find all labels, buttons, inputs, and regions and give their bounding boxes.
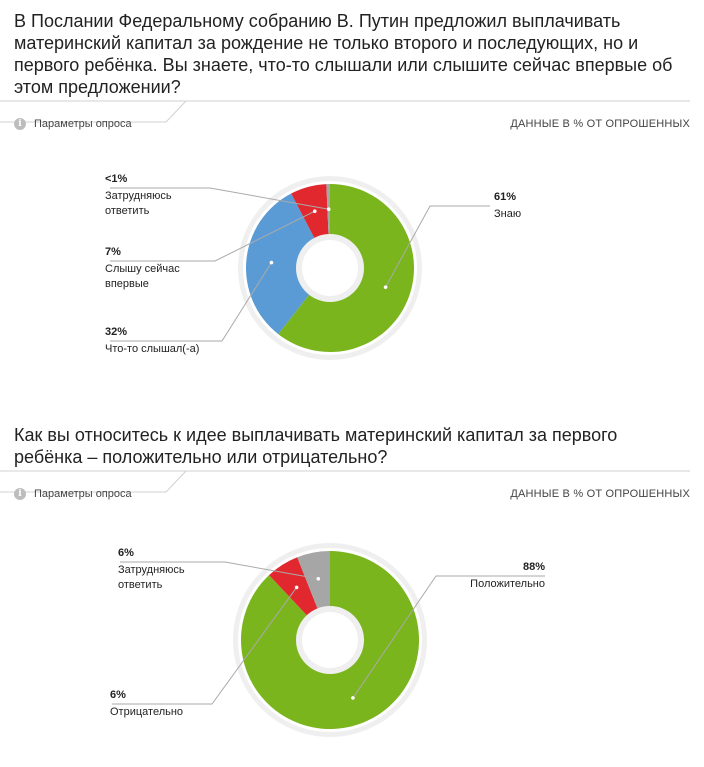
slice-percent-label: 7%	[105, 246, 121, 258]
question-title: В Послании Федеральному собранию В. Пути…	[14, 11, 673, 97]
params-label: Параметры опроса	[34, 118, 132, 130]
info-icon: i	[14, 118, 26, 130]
leader-dot	[294, 585, 299, 590]
pie-hole	[302, 240, 358, 296]
slice-category-label: Знаю	[494, 208, 521, 220]
leader-dot	[326, 207, 331, 212]
leader-dot	[383, 285, 388, 289]
leader-line	[385, 205, 490, 288]
params-label: Параметры опроса	[34, 488, 132, 500]
leader-line	[110, 210, 315, 262]
info-icon: i	[14, 488, 26, 500]
slice-category-label: Затрудняюсь ответить	[118, 564, 185, 591]
slice-category-label: Отрицательно	[110, 706, 183, 718]
leader-line	[110, 187, 329, 210]
question-title: Как вы относитесь к идее выплачивать мат…	[14, 425, 618, 467]
slice-percent-label: <1%	[105, 173, 128, 185]
leader-dot	[316, 577, 321, 581]
pie-chart-attitude: 88% Положительно 6% Отрицательно 6% Затрудняю…	[110, 543, 545, 737]
leader-line	[110, 262, 272, 342]
slice-category-label: Слышу сейчас впервые	[105, 263, 180, 290]
leader-line	[120, 561, 319, 580]
leader-dot	[351, 696, 355, 700]
leader-dot	[269, 260, 274, 265]
header-divider	[0, 100, 690, 123]
units-note: ДАННЫЕ В % ОТ ОПРОШЕННЫХ	[510, 488, 690, 500]
header-divider	[0, 470, 690, 493]
leader-line	[352, 575, 545, 699]
leader-dot	[312, 209, 317, 214]
units-note: ДАННЫЕ В % ОТ ОПРОШЕННЫХ	[510, 118, 690, 130]
pie-chart-awareness: 61% Знаю 32% Что-то слышал(-а) 7% Слышу сейча…	[105, 173, 521, 360]
slice-category-label: Что-то слышал(-а)	[105, 343, 199, 355]
pie-hole	[302, 612, 358, 668]
slice-percent-label: 61%	[494, 191, 516, 203]
slice-percent-label: 6%	[110, 689, 126, 701]
survey-section-1: В Послании Федеральному собранию В. Пути…	[0, 11, 690, 360]
leader-line	[112, 587, 298, 705]
pie-slice	[246, 193, 330, 335]
survey-params-link[interactable]: i Параметры опроса	[14, 118, 132, 130]
slice-category-label: Положительно	[470, 578, 545, 590]
survey-params-link[interactable]: i Параметры опроса	[14, 488, 132, 500]
slice-percent-label: 32%	[105, 326, 127, 338]
slice-percent-label: 88%	[523, 561, 545, 573]
slice-percent-label: 6%	[118, 547, 134, 559]
slice-category-label: Затрудняюсь ответить	[105, 190, 172, 217]
survey-section-2: Как вы относитесь к идее выплачивать мат…	[0, 400, 704, 767]
